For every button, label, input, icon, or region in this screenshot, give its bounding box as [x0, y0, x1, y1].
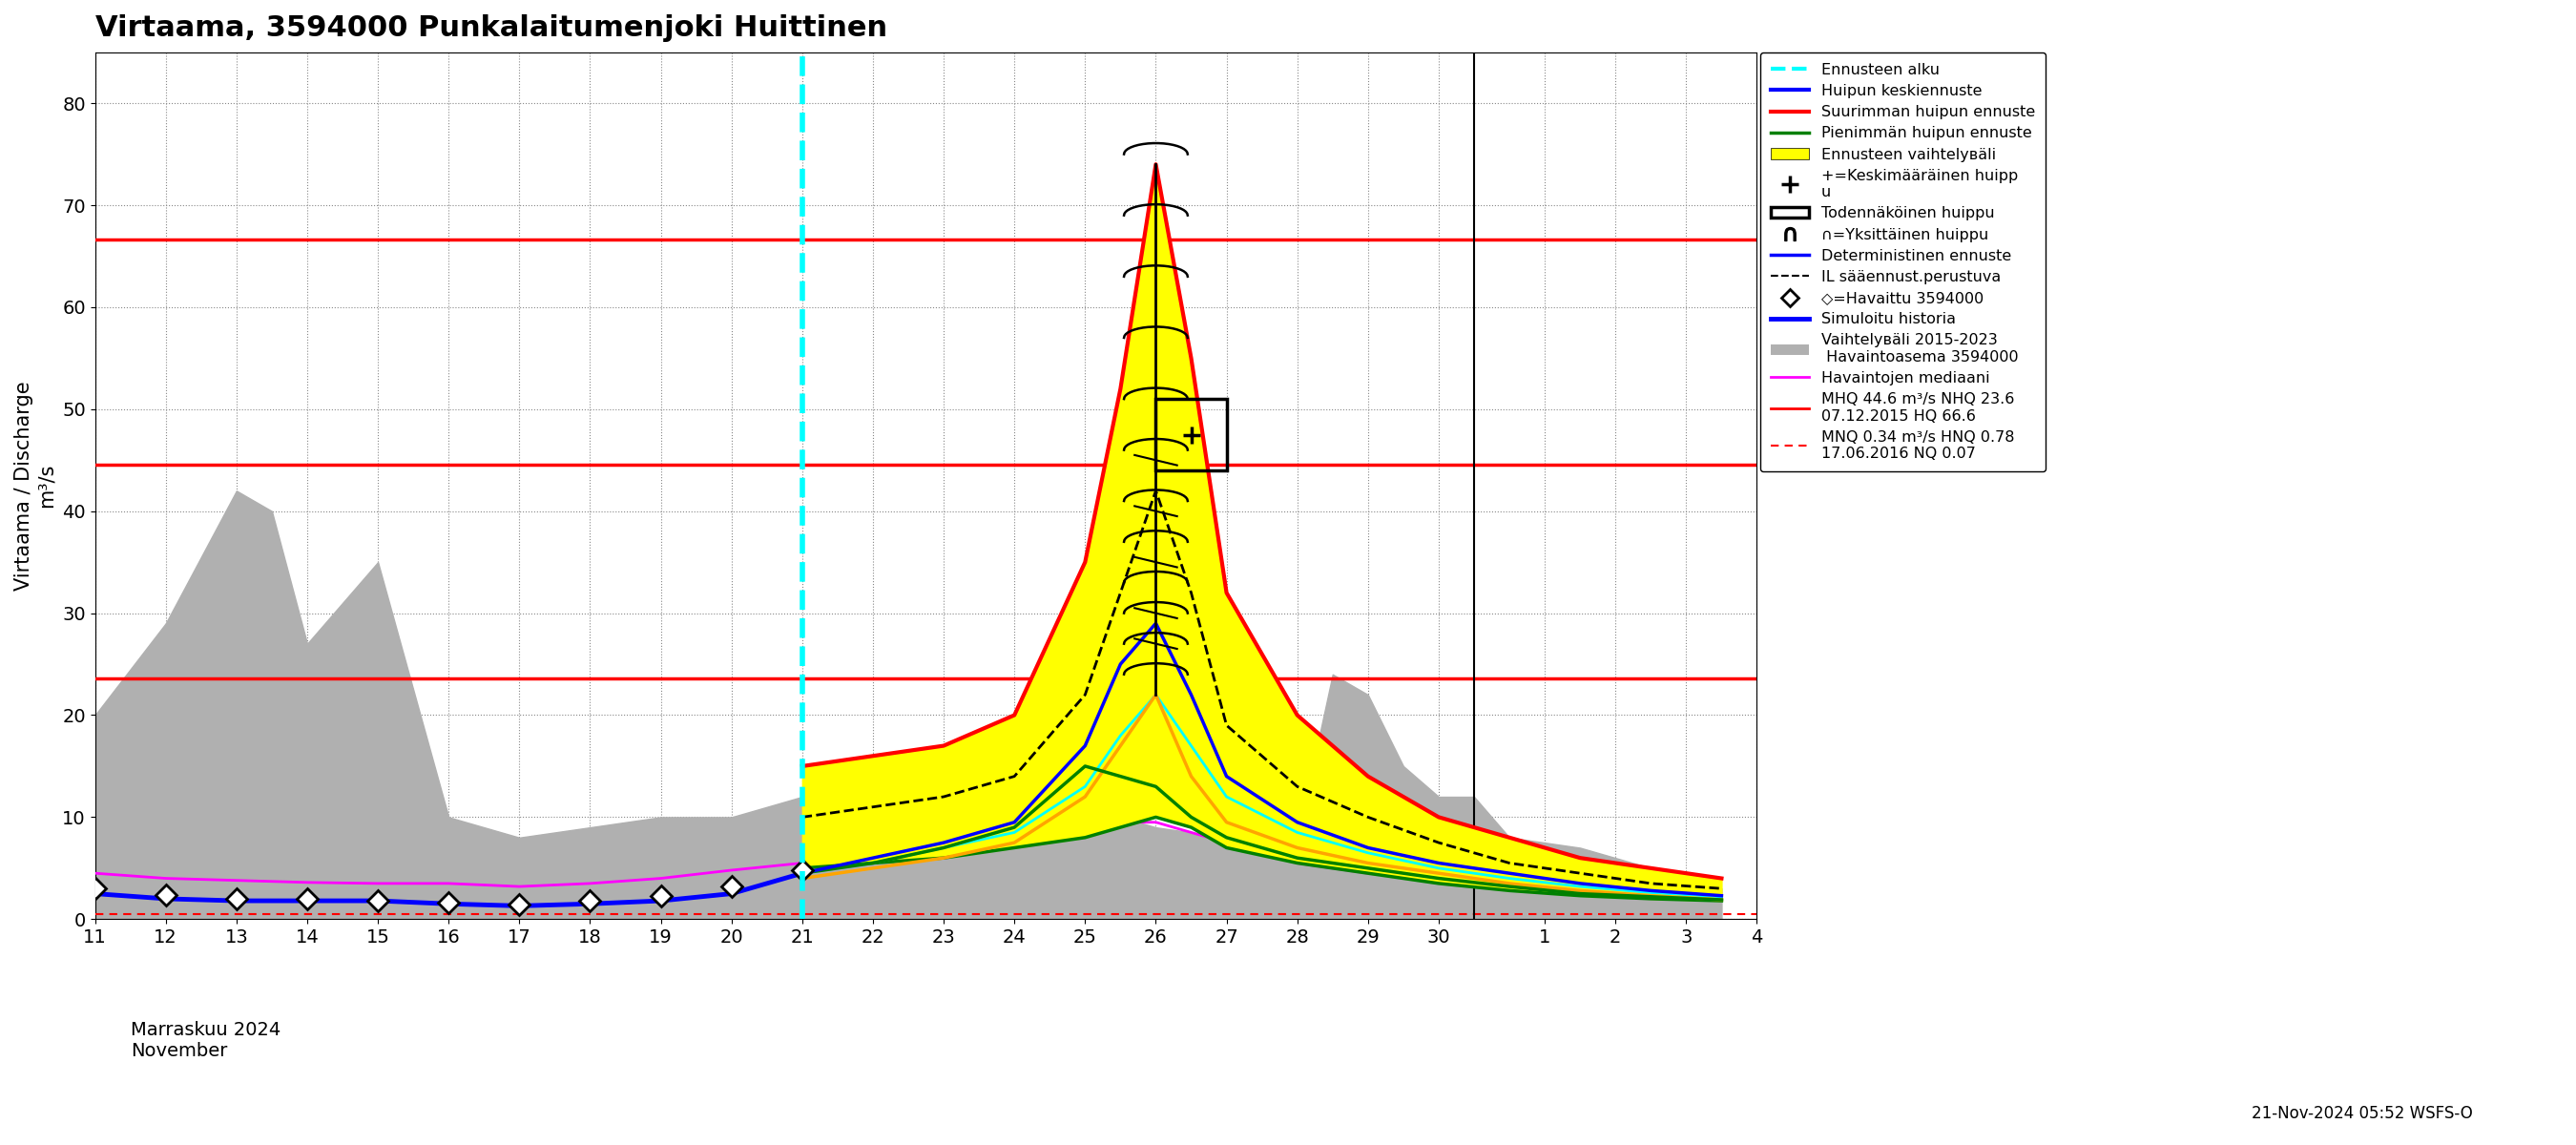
Bar — [1157, 398, 1226, 471]
Text: Marraskuu 2024
November: Marraskuu 2024 November — [131, 1021, 281, 1060]
Legend: Ennusteen alku, Huipun keskiennuste, Suurimman huipun ennuste, Pienimmän huipun : Ennusteen alku, Huipun keskiennuste, Suu… — [1759, 53, 2045, 472]
Y-axis label: Virtaama / Discharge
m³/s: Virtaama / Discharge m³/s — [15, 381, 57, 591]
Text: 21-Nov-2024 05:52 WSFS-O: 21-Nov-2024 05:52 WSFS-O — [2251, 1105, 2473, 1122]
Text: Virtaama, 3594000 Punkalaitumenjoki Huittinen: Virtaama, 3594000 Punkalaitumenjoki Huit… — [95, 14, 886, 42]
